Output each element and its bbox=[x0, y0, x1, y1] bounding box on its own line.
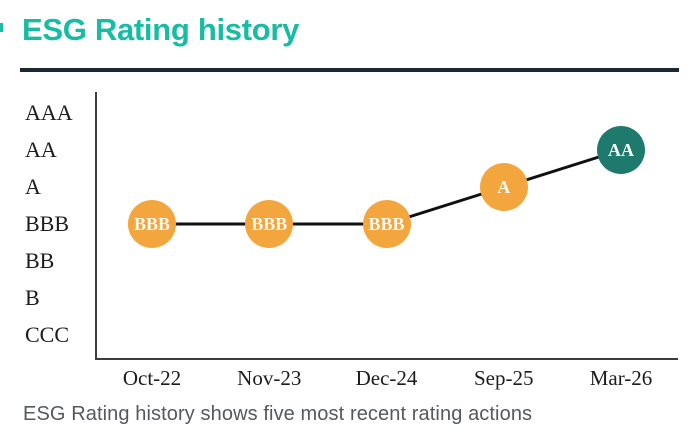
y-axis-label-a: A bbox=[25, 174, 41, 199]
page-title: ESG Rating history bbox=[22, 12, 300, 47]
y-axis-label-bb: BB bbox=[25, 248, 55, 273]
chart-caption: ESG Rating history shows five most recen… bbox=[23, 403, 533, 425]
rating-point-nov-23-bbb: BBB bbox=[245, 200, 294, 248]
rating-point-sep-25-a: A bbox=[479, 163, 528, 211]
rating-point-dec-24-bbb: BBB bbox=[362, 200, 411, 248]
x-axis-label-mar-26: Mar-26 bbox=[589, 366, 653, 390]
x-axis-label-oct-22: Oct-22 bbox=[122, 366, 182, 390]
x-axis-label-nov-23: Nov-23 bbox=[237, 366, 302, 390]
rating-point-mar-26-aa: AA bbox=[597, 126, 645, 174]
x-axis-line bbox=[95, 358, 678, 360]
x-axis-label-sep-25: Sep-25 bbox=[474, 366, 534, 390]
y-axis-label-b: B bbox=[25, 285, 40, 310]
y-axis-label-aa: AA bbox=[25, 137, 57, 162]
y-axis-label-aaa: AAA bbox=[25, 100, 73, 125]
y-axis-label-ccc: CCC bbox=[25, 322, 70, 347]
x-axis-label-dec-24: Dec-24 bbox=[355, 366, 418, 390]
y-axis-line bbox=[95, 92, 97, 358]
left-edge-crop-mark bbox=[0, 23, 3, 32]
title-divider-rule bbox=[20, 68, 679, 72]
rating-point-oct-22-bbb: BBB bbox=[128, 200, 176, 248]
y-axis-label-bbb: BBB bbox=[25, 211, 70, 236]
